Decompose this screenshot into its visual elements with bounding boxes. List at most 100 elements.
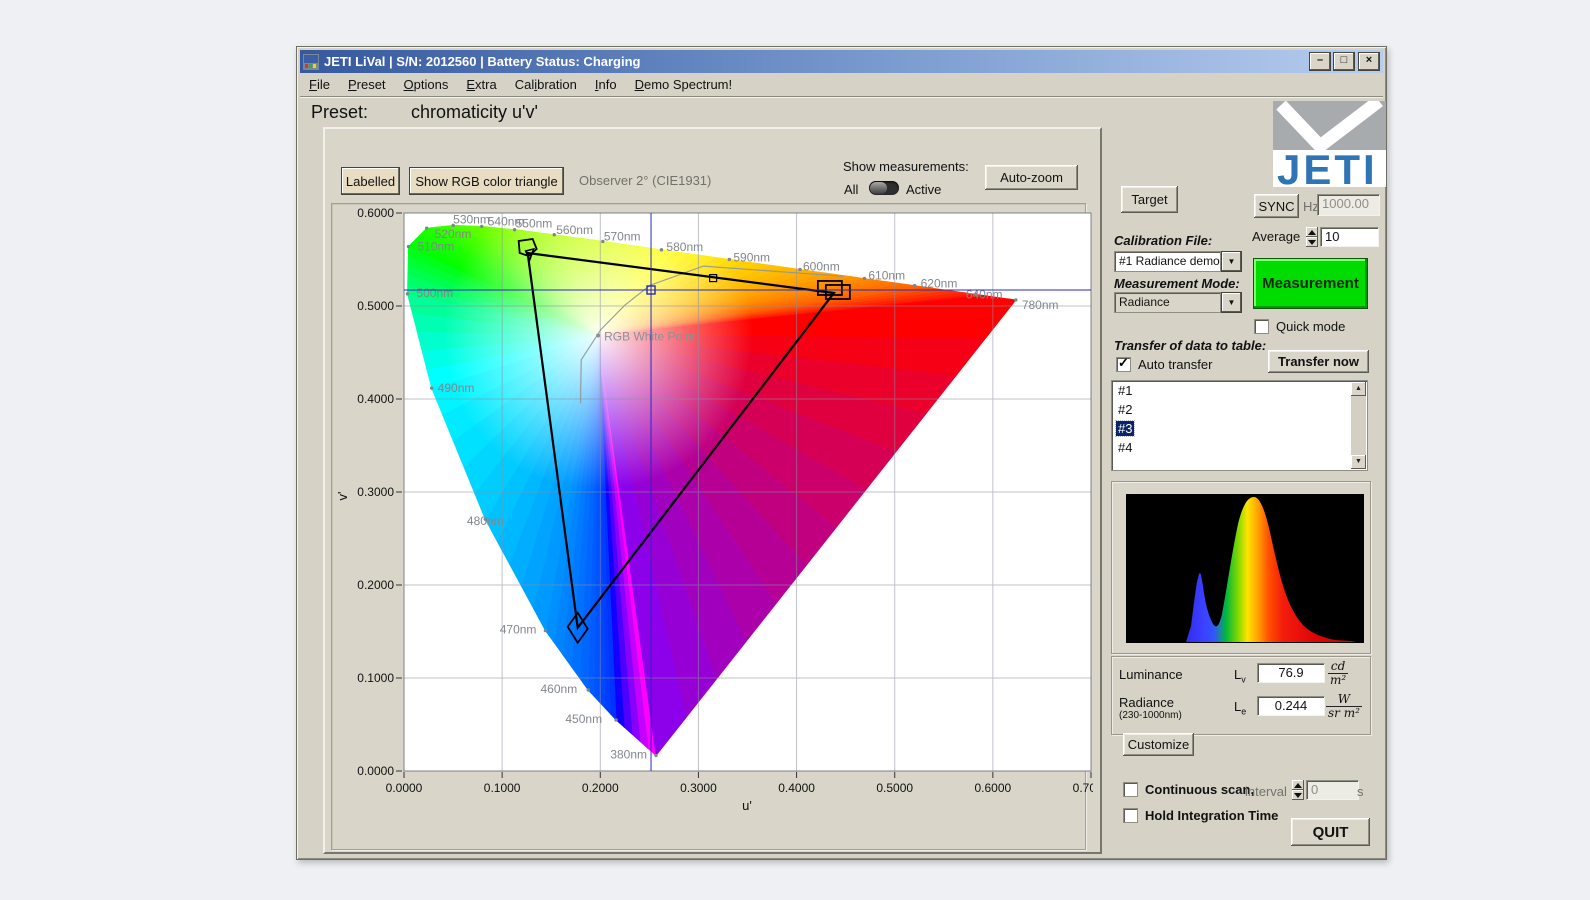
continuous-scan-checkbox[interactable]	[1123, 782, 1138, 797]
calibration-file-label: Calibration File:	[1114, 233, 1212, 248]
wavelength-label: 510nm	[418, 240, 455, 254]
auto-transfer-checkbox[interactable]	[1116, 357, 1131, 372]
wavelength-label: 600nm	[803, 259, 840, 273]
menu-bar: FilePresetOptionsExtraCalibrationInfoDem…	[300, 73, 1383, 97]
continuous-scan-label: Continuous scan,	[1145, 782, 1254, 797]
measurement-table-list[interactable]: ▲ ▼ #1#2#3#4	[1111, 380, 1368, 471]
auto-transfer-row: Auto transfer	[1116, 357, 1212, 372]
wavelength-label: 490nm	[438, 381, 475, 395]
x-tick-label: 0.7000	[1073, 781, 1093, 795]
quick-mode-row: Quick mode	[1254, 319, 1345, 334]
measurement-mode-dropdown[interactable]: Radiance ▼	[1114, 292, 1242, 313]
wavelength-label: 460nm	[541, 682, 578, 696]
calibration-file-value: #1 Radiance demo	[1114, 251, 1221, 272]
sync-frequency-field[interactable]: 1000.00	[1317, 194, 1380, 216]
close-button[interactable]: ×	[1358, 52, 1380, 71]
menu-item-options[interactable]: Options	[395, 74, 458, 95]
minimize-button[interactable]: –	[1309, 52, 1331, 71]
list-scrollbar[interactable]: ▲ ▼	[1351, 382, 1366, 469]
table-list-item[interactable]: #2	[1112, 400, 1367, 419]
transfer-label: Transfer of data to table:	[1114, 338, 1266, 353]
continuous-scan-row: Continuous scan,	[1123, 782, 1254, 797]
chromaticity-chart[interactable]: 0.0000 0.1000 0.2000 0.3000 0.4000 0.5000 0.60…	[327, 206, 1093, 826]
titlebar: JETI LiVal | S/N: 2012560 | Battery Stat…	[300, 50, 1383, 73]
menu-item-preset[interactable]: Preset	[339, 74, 395, 95]
quick-mode-label: Quick mode	[1276, 319, 1345, 334]
quick-mode-checkbox[interactable]	[1254, 319, 1269, 334]
sync-button[interactable]: SYNC	[1254, 194, 1299, 218]
toggle-knob-icon	[870, 182, 887, 194]
menu-item-file[interactable]: File	[300, 74, 339, 95]
menu-item-demo-spectrum[interactable]: Demo Spectrum!	[626, 74, 742, 95]
auto-transfer-label: Auto transfer	[1138, 357, 1212, 372]
hold-integration-label: Hold Integration Time	[1145, 808, 1278, 823]
interval-stepper[interactable]	[1292, 780, 1304, 800]
average-field[interactable]: 10	[1320, 227, 1379, 247]
stepper-down-icon[interactable]	[1292, 790, 1304, 800]
measurement-mode-label: Measurement Mode:	[1114, 276, 1240, 291]
table-list-item[interactable]: #3	[1112, 419, 1367, 438]
spectrum-plot	[1126, 494, 1364, 643]
hold-integration-row: Hold Integration Time	[1123, 808, 1278, 823]
luminance-value-field: 76.9	[1257, 663, 1325, 683]
desktop: { "window": { "title": "JETI LiVal | S/N…	[0, 0, 1590, 900]
chevron-down-icon[interactable]: ▼	[1221, 251, 1242, 272]
stepper-down-icon[interactable]	[1306, 237, 1318, 247]
y-tick-label: 0.4000	[357, 392, 394, 406]
y-tick-label: 0.6000	[357, 206, 394, 220]
radiance-value-field: 0.244	[1257, 696, 1325, 716]
quit-button[interactable]: QUIT	[1291, 818, 1370, 846]
auto-zoom-button[interactable]: Auto-zoom	[985, 165, 1078, 190]
table-list-item[interactable]: #4	[1112, 438, 1367, 457]
luminance-symbol: Lv	[1234, 667, 1246, 685]
transfer-now-button[interactable]: Transfer now	[1268, 350, 1369, 373]
measurement-button[interactable]: Measurement	[1253, 258, 1368, 309]
x-axis-label: u'	[742, 798, 752, 813]
average-label: Average	[1252, 229, 1300, 244]
interval-unit-label: s	[1357, 784, 1364, 799]
spectrum-frame	[1111, 481, 1371, 654]
wavelength-label: 500nm	[416, 286, 453, 300]
x-tick-label: 0.0000	[386, 781, 423, 795]
menu-item-calibration[interactable]: Calibration	[506, 74, 586, 95]
customize-button[interactable]: Customize	[1123, 733, 1194, 756]
x-tick-label: 0.5000	[876, 781, 913, 795]
wavelength-label: 570nm	[604, 229, 641, 243]
scroll-down-icon[interactable]: ▼	[1351, 455, 1366, 469]
y-axis-label: v'	[335, 492, 350, 501]
white-point-marker	[596, 333, 600, 337]
calibration-file-dropdown[interactable]: #1 Radiance demo ▼	[1114, 251, 1242, 272]
wavelength-label: 520nm	[435, 227, 472, 241]
x-tick-label: 0.1000	[484, 781, 521, 795]
scroll-up-icon[interactable]: ▲	[1351, 382, 1366, 396]
show-rgb-triangle-button[interactable]: Show RGB color triangle	[409, 167, 564, 195]
stepper-up-icon[interactable]	[1292, 780, 1304, 790]
x-tick-label: 0.2000	[582, 781, 619, 795]
stepper-up-icon[interactable]	[1306, 227, 1318, 237]
labelled-button[interactable]: Labelled	[341, 167, 400, 195]
wavelength-label: 780nm	[1022, 298, 1059, 312]
toggle-all-label: All	[844, 182, 858, 197]
luminance-unit: cdm²	[1328, 660, 1348, 687]
menu-item-extra[interactable]: Extra	[457, 74, 505, 95]
y-tick-label: 0.2000	[357, 578, 394, 592]
hold-integration-checkbox[interactable]	[1123, 808, 1138, 823]
x-tick-label: 0.6000	[975, 781, 1012, 795]
radiance-unit: Wsr m²	[1326, 693, 1362, 720]
results-group: Luminance Lv 76.9 cdm² Radiance (230-100…	[1111, 656, 1371, 735]
x-tick-label: 0.3000	[680, 781, 717, 795]
interval-field[interactable]: 0	[1306, 780, 1359, 800]
target-button[interactable]: Target	[1121, 186, 1178, 213]
chevron-down-icon[interactable]: ▼	[1221, 292, 1242, 313]
measurements-toggle[interactable]	[869, 181, 899, 195]
wavelength-label: 380nm	[610, 748, 647, 762]
table-list-item[interactable]: #1	[1112, 381, 1367, 400]
app-icon	[303, 54, 319, 70]
wavelength-label: 620nm	[921, 277, 958, 291]
menu-item-info[interactable]: Info	[586, 74, 626, 95]
x-tick-label: 0.4000	[778, 781, 815, 795]
wavelength-label: 550nm	[516, 217, 553, 231]
maximize-button[interactable]: □	[1333, 52, 1355, 71]
average-stepper[interactable]	[1306, 227, 1318, 247]
wavelength-label: 610nm	[868, 268, 905, 282]
